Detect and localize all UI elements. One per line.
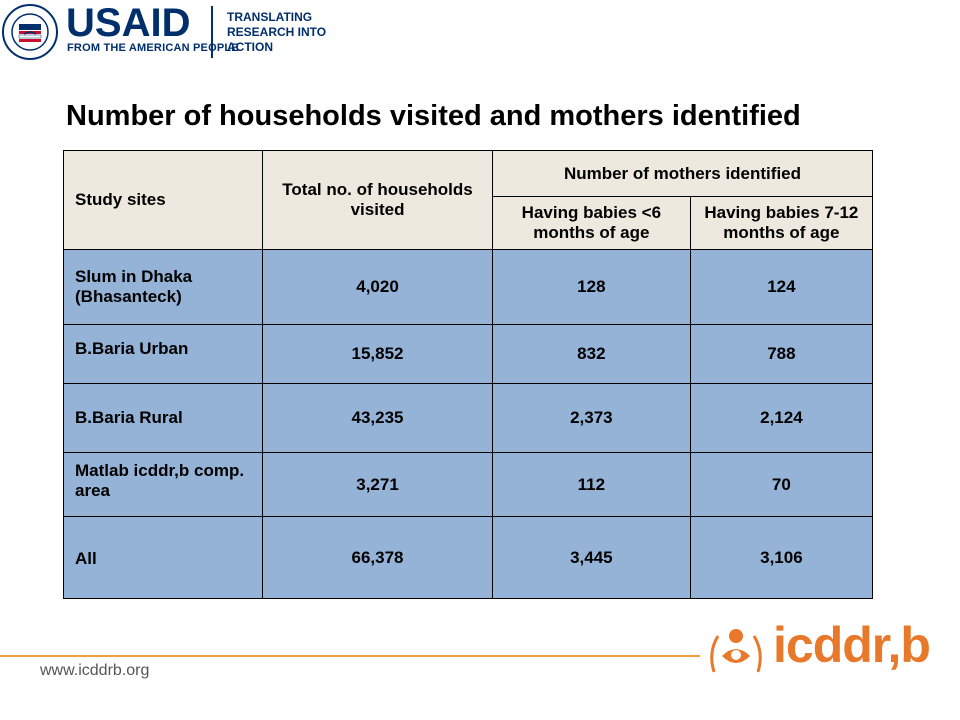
- cell-lt6: 2,373: [491, 383, 691, 453]
- header-mothers-identified: Number of mothers identified: [491, 150, 874, 197]
- icddrb-logo-text: icddr,b: [773, 617, 931, 673]
- cell-total: 4,020: [262, 249, 493, 325]
- table-row: Slum in Dhaka (Bhasanteck) 4,020 128 124: [62, 249, 874, 325]
- trans-line-3: ACTION: [227, 40, 273, 54]
- cell-total: 66,378: [262, 516, 493, 599]
- cell-7-12: 70: [689, 452, 874, 517]
- cell-7-12: 3,106: [689, 516, 874, 599]
- icddrb-emblem-icon: [710, 629, 762, 673]
- usaid-wordmark: USAID: [66, 1, 191, 45]
- cell-site: B.Baria Rural: [62, 383, 264, 453]
- slide-title: Number of households visited and mothers…: [66, 100, 801, 132]
- cell-total: 43,235: [262, 383, 493, 453]
- usaid-tagline: FROM THE AMERICAN PEOPLE: [67, 42, 239, 54]
- households-table: Study sites Total no. of households visi…: [62, 150, 874, 599]
- usaid-seal-logo: [2, 4, 58, 60]
- cell-site: Slum in Dhaka (Bhasanteck): [62, 249, 264, 325]
- trans-line-1: TRANSLATING: [227, 10, 313, 24]
- table-row: B.Baria Rural 43,235 2,373 2,124: [62, 383, 874, 453]
- header-babies-7-12: Having babies 7-12 months of age: [689, 196, 874, 250]
- header-study-sites: Study sites: [62, 150, 264, 250]
- cell-total: 3,271: [262, 452, 493, 517]
- table-row: B.Baria Urban 15,852 832 788: [62, 324, 874, 384]
- footer-rule: [0, 655, 700, 657]
- header-divider: [211, 6, 213, 58]
- trans-line-2: RESEARCH INTO: [227, 25, 327, 39]
- translating-research-text: TRANSLATING RESEARCH INTO ACTION: [227, 10, 326, 55]
- cell-total: 15,852: [262, 324, 493, 384]
- footer-url: www.icddrb.org: [40, 662, 150, 679]
- cell-site: B.Baria Urban: [62, 324, 264, 384]
- cell-7-12: 124: [689, 249, 874, 325]
- cell-7-12: 2,124: [689, 383, 874, 453]
- cell-lt6: 832: [491, 324, 691, 384]
- cell-7-12: 788: [689, 324, 874, 384]
- header-total-households: Total no. of households visited: [262, 150, 493, 250]
- table-row: Matlab icddr,b comp. area 3,271 112 70: [62, 452, 874, 517]
- table-row: All 66,378 3,445 3,106: [62, 516, 874, 599]
- cell-lt6: 128: [491, 249, 691, 325]
- cell-lt6: 112: [491, 452, 691, 517]
- cell-lt6: 3,445: [491, 516, 691, 599]
- cell-site: All: [62, 516, 264, 599]
- header-babies-lt6: Having babies <6 months of age: [491, 196, 691, 250]
- cell-site: Matlab icddr,b comp. area: [62, 452, 264, 517]
